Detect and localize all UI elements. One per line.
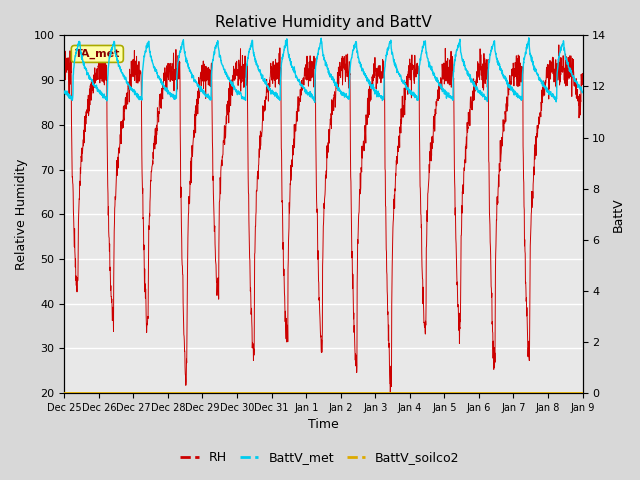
Title: Relative Humidity and BattV: Relative Humidity and BattV [215,15,432,30]
Text: TA_met: TA_met [75,49,120,59]
Y-axis label: BattV: BattV [612,197,625,231]
X-axis label: Time: Time [308,419,339,432]
Legend: RH, BattV_met, BattV_soilco2: RH, BattV_met, BattV_soilco2 [175,446,465,469]
Y-axis label: Relative Humidity: Relative Humidity [15,158,28,270]
